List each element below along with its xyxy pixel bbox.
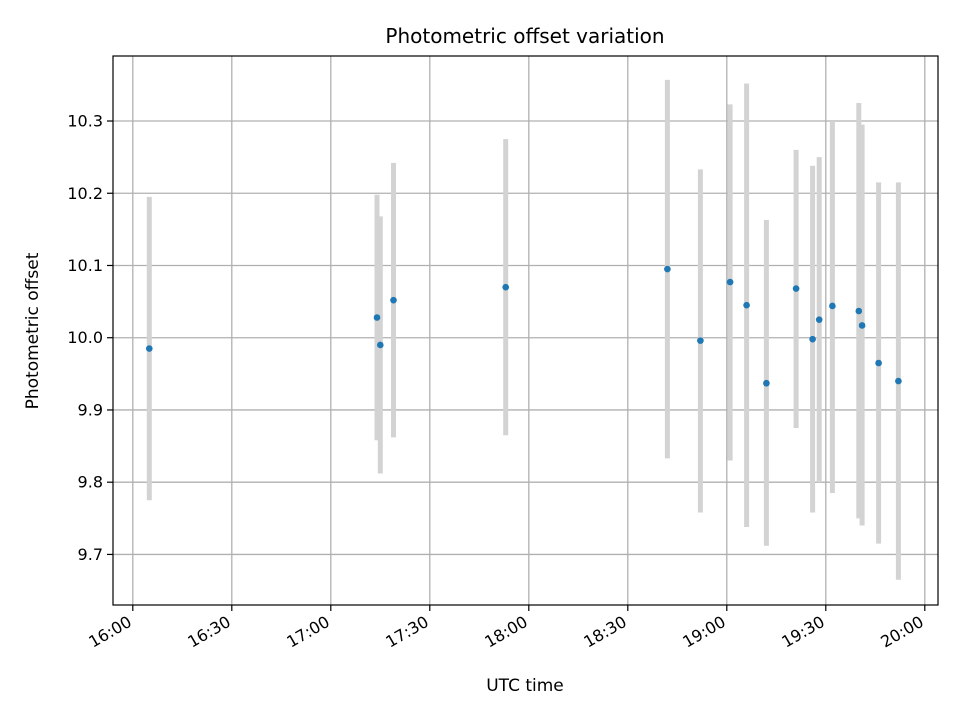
y-tick-label: 10.2	[67, 184, 103, 203]
y-tick-label: 10.1	[67, 256, 103, 275]
y-tick-label: 10.0	[67, 328, 103, 347]
data-point	[763, 379, 770, 387]
y-tick-label: 10.3	[67, 112, 103, 131]
data-point	[858, 322, 866, 329]
y-tick-label: 9.8	[78, 473, 103, 492]
data-point	[377, 341, 384, 349]
data-point	[855, 307, 863, 315]
data-point	[664, 265, 671, 273]
data-point	[815, 316, 823, 323]
data-point	[895, 377, 902, 385]
data-point	[743, 301, 750, 309]
data-point	[726, 278, 734, 286]
data-point	[697, 337, 704, 344]
data-point	[146, 345, 153, 352]
data-points	[146, 265, 902, 387]
data-point	[792, 285, 800, 292]
chart-title: Photometric offset variation	[385, 24, 664, 48]
data-point	[829, 302, 836, 310]
y-axis-ticks: 9.7 9.8 9.9 10.0 10.1 10.2 10.3	[67, 112, 113, 564]
y-axis-title: Photometric offset	[23, 252, 43, 409]
x-axis-title: UTC time	[486, 676, 564, 696]
plot-frame	[112, 55, 939, 606]
x-gridlines	[132, 56, 926, 605]
y-gridlines	[113, 120, 938, 556]
data-point	[390, 296, 397, 304]
data-point	[875, 359, 882, 367]
data-point	[373, 314, 381, 321]
data-point	[809, 335, 816, 343]
y-tick-label: 9.9	[78, 400, 103, 419]
y-tick-label: 9.7	[78, 545, 103, 564]
data-point	[502, 283, 510, 291]
